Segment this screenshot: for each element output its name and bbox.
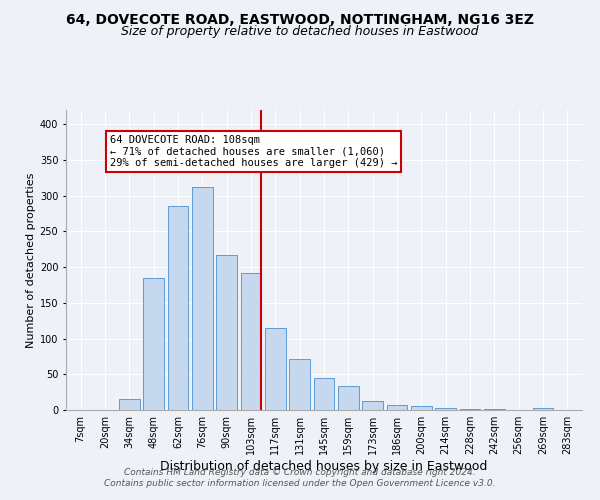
X-axis label: Distribution of detached houses by size in Eastwood: Distribution of detached houses by size … bbox=[160, 460, 488, 473]
Bar bbox=[216, 255, 237, 410]
Bar bbox=[338, 386, 359, 410]
Bar bbox=[386, 405, 407, 410]
Bar bbox=[411, 406, 432, 410]
Bar bbox=[119, 400, 140, 410]
Bar bbox=[192, 187, 212, 410]
Text: Contains HM Land Registry data © Crown copyright and database right 2024.
Contai: Contains HM Land Registry data © Crown c… bbox=[104, 468, 496, 487]
Bar bbox=[241, 273, 262, 410]
Bar bbox=[533, 408, 553, 410]
Text: 64 DOVECOTE ROAD: 108sqm
← 71% of detached houses are smaller (1,060)
29% of sem: 64 DOVECOTE ROAD: 108sqm ← 71% of detach… bbox=[110, 135, 397, 168]
Bar bbox=[167, 206, 188, 410]
Text: Size of property relative to detached houses in Eastwood: Size of property relative to detached ho… bbox=[121, 25, 479, 38]
Text: 64, DOVECOTE ROAD, EASTWOOD, NOTTINGHAM, NG16 3EZ: 64, DOVECOTE ROAD, EASTWOOD, NOTTINGHAM,… bbox=[66, 12, 534, 26]
Bar bbox=[265, 328, 286, 410]
Bar bbox=[362, 402, 383, 410]
Bar bbox=[314, 378, 334, 410]
Bar bbox=[289, 358, 310, 410]
Y-axis label: Number of detached properties: Number of detached properties bbox=[26, 172, 35, 348]
Bar bbox=[436, 408, 456, 410]
Bar bbox=[460, 408, 481, 410]
Bar bbox=[143, 278, 164, 410]
